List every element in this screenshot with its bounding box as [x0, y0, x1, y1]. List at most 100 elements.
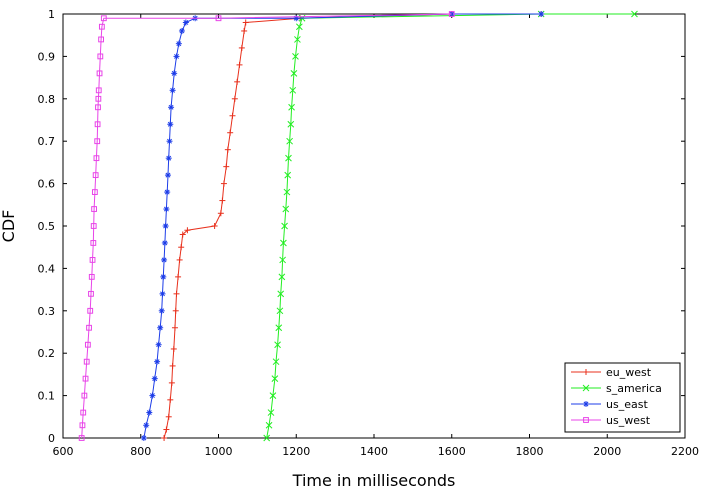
data-point [92, 172, 99, 179]
data-point [287, 120, 295, 128]
data-point [94, 138, 101, 145]
data-point [151, 375, 158, 382]
legend-item-eu_west: eu_west [571, 366, 652, 379]
data-point [168, 379, 175, 386]
x-tick-label: 600 [53, 445, 74, 458]
data-point [79, 422, 86, 429]
data-point [276, 307, 284, 315]
data-point [238, 44, 245, 51]
data-point [90, 223, 97, 229]
data-point [267, 409, 275, 416]
data-point [84, 341, 91, 348]
data-point [219, 197, 226, 204]
data-point [83, 358, 90, 365]
data-point [448, 11, 455, 17]
data-point [285, 154, 292, 162]
data-point [164, 189, 171, 196]
data-point [173, 53, 180, 60]
y-tick-label: 0.7 [38, 135, 56, 148]
data-point [631, 10, 638, 18]
data-point [217, 210, 224, 217]
data-point [143, 422, 150, 429]
y-tick-label: 0 [48, 432, 55, 445]
data-point [215, 15, 222, 22]
y-tick-label: 1 [48, 8, 55, 21]
y-tick-label: 0.8 [38, 93, 56, 106]
data-point [157, 324, 164, 331]
data-point [82, 375, 89, 382]
legend-item-us_east: us_east [571, 398, 648, 411]
data-point [161, 256, 168, 263]
data-point [169, 362, 176, 369]
data-point [163, 426, 170, 433]
data-point [175, 40, 182, 47]
data-point [234, 78, 241, 85]
data-point [86, 324, 92, 331]
x-tick-label: 2000 [593, 445, 621, 458]
data-point [178, 27, 185, 34]
data-point [265, 421, 273, 429]
x-tick-label: 1000 [205, 445, 233, 458]
y-tick-label: 0.3 [38, 305, 56, 318]
data-point [98, 36, 104, 43]
data-point [178, 244, 185, 251]
data-point [159, 290, 166, 297]
data-point [280, 239, 287, 247]
data-point [154, 358, 161, 365]
data-point [88, 273, 95, 280]
data-point [179, 231, 186, 238]
data-point [241, 27, 248, 34]
data-point [294, 36, 301, 43]
data-point [272, 358, 280, 366]
data-point [95, 104, 101, 111]
data-point [274, 341, 281, 349]
legend-label: s_america [606, 382, 662, 395]
data-point [80, 409, 87, 416]
data-point [162, 223, 169, 229]
data-point [173, 290, 180, 297]
data-point [227, 129, 234, 136]
data-point [277, 290, 285, 298]
data-point [158, 307, 165, 314]
data-point [171, 324, 178, 331]
data-point [282, 205, 290, 213]
data-point [289, 86, 297, 94]
data-point [224, 146, 231, 153]
data-point [98, 23, 105, 30]
data-point [220, 180, 227, 187]
data-point [290, 70, 298, 77]
data-point [100, 15, 107, 22]
data-point [275, 324, 283, 332]
data-point [164, 172, 171, 179]
data-point [91, 206, 97, 212]
x-axis-label: Time in milliseconds [292, 471, 456, 490]
data-point [169, 87, 176, 94]
data-point [81, 392, 88, 399]
data-point [242, 19, 249, 26]
data-point [292, 53, 299, 60]
data-point [263, 434, 271, 442]
y-tick-label: 0.2 [38, 347, 56, 360]
data-point [184, 227, 191, 234]
data-point [223, 163, 230, 170]
data-point [167, 396, 174, 403]
data-point [167, 121, 174, 128]
data-point [146, 409, 153, 416]
legend-label: us_east [606, 398, 648, 411]
data-point [78, 435, 85, 441]
data-point [279, 256, 286, 264]
data-point [583, 369, 589, 375]
y-tick-label: 0.6 [38, 178, 56, 191]
x-tick-label: 1600 [438, 445, 466, 458]
data-point [163, 206, 170, 213]
data-point [284, 171, 292, 179]
data-point [94, 121, 101, 128]
series-us_west [78, 11, 455, 441]
data-point [95, 87, 102, 94]
data-point [236, 61, 243, 68]
data-point [95, 95, 102, 102]
data-point [182, 19, 189, 26]
data-point [140, 435, 147, 441]
y-axis-label: CDF [0, 210, 18, 243]
